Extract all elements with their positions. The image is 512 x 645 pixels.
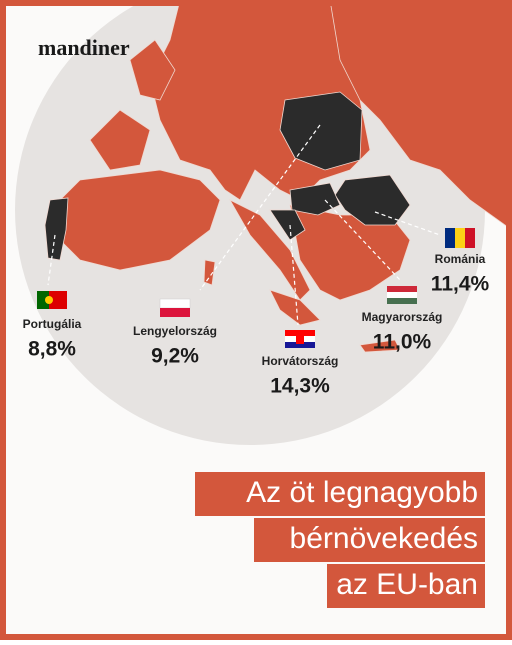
flags — [37, 228, 475, 348]
title-line: az EU-ban — [336, 568, 478, 601]
country-value: 11,4% — [431, 273, 490, 296]
country-name: Horvátország — [262, 354, 339, 368]
highlighted-countries — [44, 91, 411, 261]
country-value: 11,0% — [373, 331, 432, 354]
country-name: Lengyelország — [133, 324, 217, 338]
country-name: Portugália — [23, 317, 82, 331]
land — [59, 0, 512, 353]
country-name: Románia — [435, 252, 486, 266]
leader-lines — [47, 124, 441, 326]
country-value: 14,3% — [270, 375, 330, 398]
brand: mandiner — [38, 35, 130, 60]
title-line: Az öt legnagyobb — [246, 476, 478, 509]
country-value: 9,2% — [151, 345, 199, 368]
country-name: Magyarország — [362, 310, 443, 324]
title-block — [195, 472, 485, 608]
country-value: 8,8% — [28, 338, 76, 361]
title-line: bérnövekedés — [290, 522, 478, 555]
